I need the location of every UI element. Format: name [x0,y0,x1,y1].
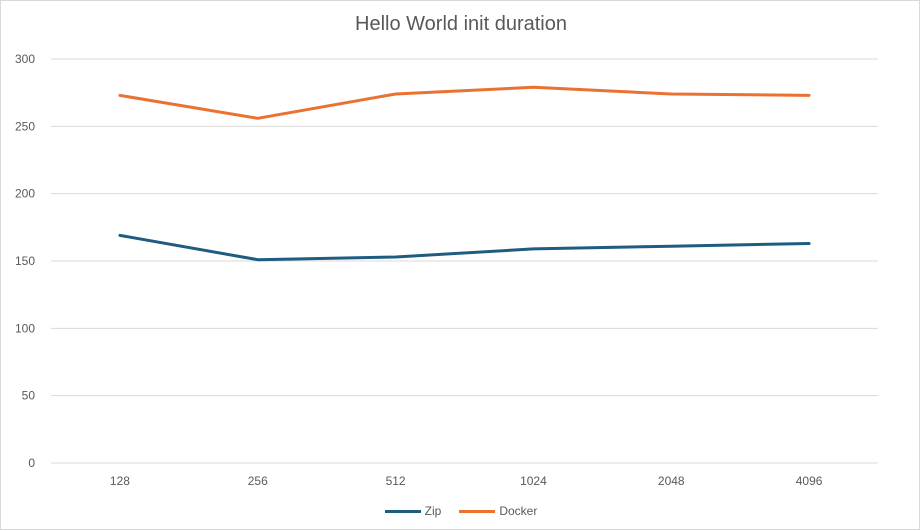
legend-swatch-docker [459,509,496,513]
data-point-zip [256,258,260,262]
data-point-docker [669,92,673,96]
y-tick-label: 0 [28,456,35,470]
legend-item-docker: Docker [459,504,537,518]
y-tick-label: 50 [22,389,36,403]
x-tick-label: 128 [110,474,130,488]
chart-title: Hello World init duration [355,13,567,35]
y-tick-label: 150 [15,254,35,268]
data-point-zip [394,255,398,259]
data-point-docker [118,93,122,97]
data-point-zip [669,244,673,248]
legend-label-zip: Zip [424,504,442,518]
y-tick-label: 250 [15,119,35,133]
series-line-zip [118,233,811,262]
data-point-zip [807,241,811,245]
x-tick-label: 256 [248,474,268,488]
legend-label-docker: Docker [499,504,538,518]
data-point-zip [118,233,122,237]
y-tick-label: 300 [15,52,35,66]
data-point-docker [807,93,811,97]
y-tick-label: 100 [15,321,35,335]
data-point-zip [531,247,535,251]
data-point-docker [394,92,398,96]
data-point-docker [531,85,535,89]
x-tick-label: 4096 [796,474,823,488]
legend-item-zip: Zip [384,504,442,518]
series-line-docker [118,85,811,120]
legend: Zip Docker [1,504,920,518]
legend-swatch-zip [384,509,421,513]
y-tick-label: 200 [15,187,35,201]
data-point-docker [256,116,260,120]
x-tick-label: 2048 [658,474,685,488]
x-tick-label: 1024 [520,474,547,488]
x-tick-label: 512 [386,474,406,488]
